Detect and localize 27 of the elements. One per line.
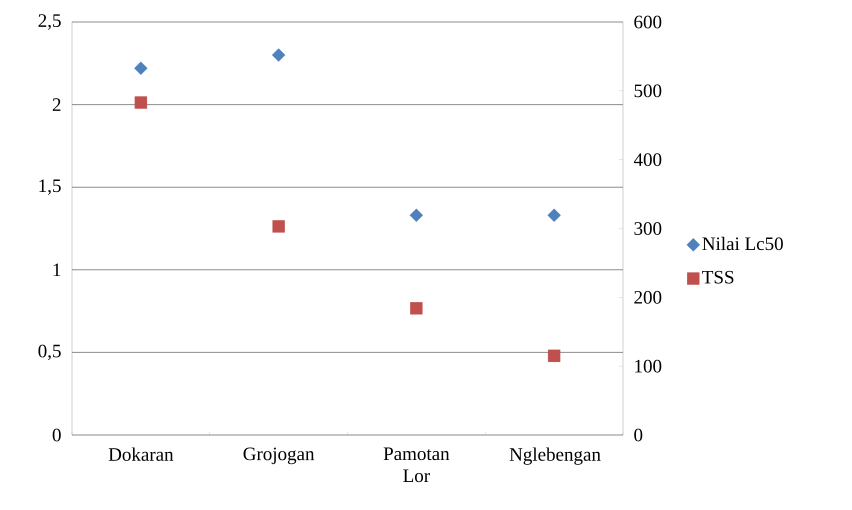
x-tick-label: Pamotan Lor [384, 448, 450, 482]
y2-tick-label: 600 [634, 16, 662, 28]
point [134, 96, 148, 109]
x-tick-label: Nglebengan [510, 448, 601, 465]
y-tick-label: 0 [52, 428, 61, 442]
y-tick-label: 2,5 [38, 14, 61, 30]
legend-label: TSS [702, 270, 734, 284]
y2-tick-label: 300 [634, 222, 662, 235]
point [410, 208, 424, 222]
x-tick-label: Grojogan [244, 448, 314, 464]
point [410, 302, 423, 315]
legend-label: Nilai Lc50 [702, 236, 783, 250]
point [272, 48, 286, 62]
y-tick-label: 0,5 [38, 344, 61, 360]
point [547, 208, 561, 222]
point [272, 220, 285, 233]
x-tick-label: Dokaran [108, 448, 174, 461]
y-tick-label: 2 [52, 98, 60, 111]
y-tick-label: 1 [54, 264, 60, 276]
y2-tick-label: 500 [634, 84, 662, 98]
y2-tick-label: 0 [634, 428, 642, 442]
y2-tick-label: 200 [634, 290, 662, 304]
y2-tick-label: 400 [634, 153, 662, 166]
y-tick-label: 1,5 [39, 179, 61, 195]
point [548, 350, 560, 362]
point [134, 62, 148, 75]
y2-tick-label: 100 [635, 360, 662, 373]
